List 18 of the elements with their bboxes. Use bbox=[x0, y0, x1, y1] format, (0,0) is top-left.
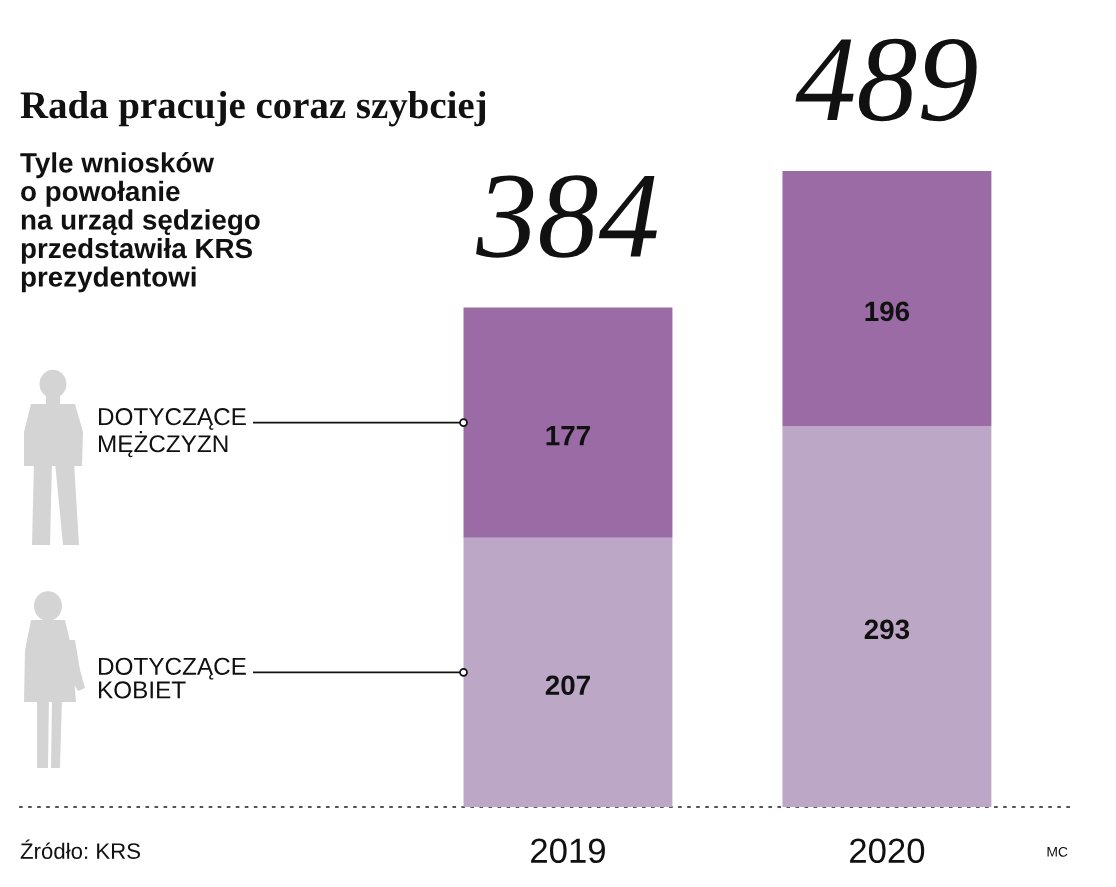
chart-title: Rada pracuje coraz szybciej bbox=[20, 91, 486, 127]
data-label: 293 bbox=[864, 619, 910, 640]
bar bbox=[782, 425, 992, 807]
total-label: 489 bbox=[795, 38, 977, 122]
bar bbox=[463, 537, 673, 807]
text: Źródło: KRS bbox=[20, 839, 141, 859]
x-tick-label: 2019 bbox=[531, 838, 605, 864]
text: MC bbox=[1047, 846, 1068, 857]
text: DOTYCZĄCE MĘŻCZYZN bbox=[98, 408, 246, 458]
data-label: 196 bbox=[865, 301, 910, 322]
total-label: 384 bbox=[476, 175, 657, 258]
text: DOTYCZĄCE KOBIET bbox=[98, 657, 246, 699]
x-tick-label: 2020 bbox=[850, 838, 925, 864]
data-label: 177 bbox=[546, 426, 590, 446]
data-label: 207 bbox=[545, 675, 590, 696]
text: Tyle wniosków o powołanie na urząd sędziego przedstawiła KRS prezydentowi bbox=[20, 152, 260, 293]
bar bbox=[782, 171, 992, 426]
bar bbox=[463, 307, 673, 538]
